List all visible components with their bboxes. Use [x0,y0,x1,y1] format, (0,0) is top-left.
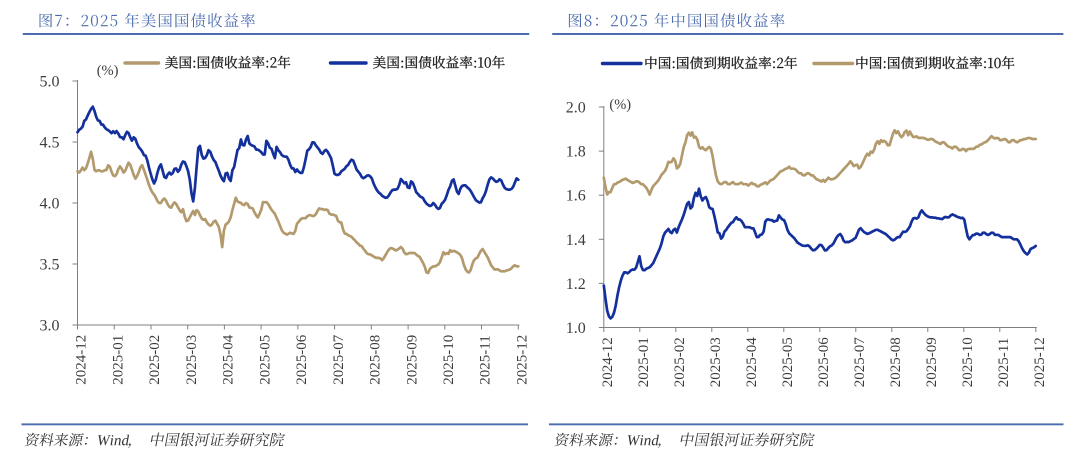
svg-text:2025-10: 2025-10 [441,335,457,385]
svg-text:2025-12: 2025-12 [515,335,531,385]
svg-text:2025-01: 2025-01 [636,337,652,387]
svg-text:3.0: 3.0 [40,318,60,335]
svg-text:2025-03: 2025-03 [708,337,724,387]
svg-text:1.4: 1.4 [566,232,586,249]
svg-text:2025-07: 2025-07 [331,334,347,384]
svg-text:(%): (%) [609,97,631,113]
svg-text:2025-07: 2025-07 [852,337,868,387]
svg-text:2025-08: 2025-08 [368,335,384,385]
svg-text:1.2: 1.2 [566,276,586,293]
svg-text:2024-12: 2024-12 [600,337,616,387]
svg-text:2025-04: 2025-04 [221,334,237,384]
svg-text:2025-09: 2025-09 [404,335,420,385]
svg-text:2025-03: 2025-03 [184,335,200,385]
svg-text:2025-10: 2025-10 [960,337,976,387]
svg-text:2025-01: 2025-01 [110,335,126,385]
svg-text:5.0: 5.0 [40,74,60,91]
svg-text:2025-08: 2025-08 [888,337,904,387]
svg-text:2025-05: 2025-05 [780,337,796,387]
svg-text:1.6: 1.6 [566,188,586,205]
svg-text:4.5: 4.5 [40,135,60,152]
svg-text:2025-11: 2025-11 [478,335,494,384]
svg-text:2025-05: 2025-05 [257,335,273,385]
svg-text:(%): (%) [97,63,119,79]
svg-text:2025-02: 2025-02 [147,335,163,385]
svg-text:2025-06: 2025-06 [294,334,310,384]
svg-text:2025-04: 2025-04 [744,337,760,387]
svg-text:2025-09: 2025-09 [924,337,940,387]
svg-text:1.0: 1.0 [566,320,586,337]
svg-text:4.0: 4.0 [40,196,60,213]
svg-text:2.0: 2.0 [566,100,586,117]
svg-text:3.5: 3.5 [40,257,60,274]
svg-text:1.8: 1.8 [566,144,586,161]
svg-text:2025-02: 2025-02 [672,337,688,387]
svg-text:2025-06: 2025-06 [816,337,832,387]
svg-text:2024-12: 2024-12 [74,335,90,385]
svg-text:2025-11: 2025-11 [996,338,1012,387]
svg-text:2025-12: 2025-12 [1032,337,1048,387]
